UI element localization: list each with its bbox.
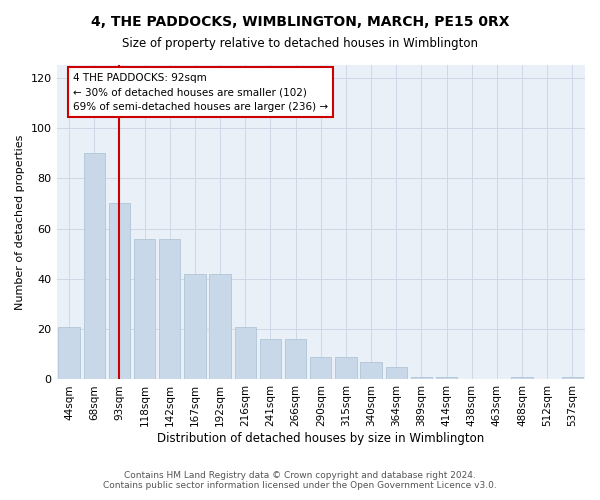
Text: 4 THE PADDOCKS: 92sqm
← 30% of detached houses are smaller (102)
69% of semi-det: 4 THE PADDOCKS: 92sqm ← 30% of detached …: [73, 72, 328, 112]
Bar: [285, 339, 307, 380]
Bar: [511, 377, 533, 380]
Bar: [260, 339, 281, 380]
Bar: [134, 238, 155, 380]
Bar: [436, 377, 457, 380]
Bar: [109, 204, 130, 380]
Bar: [159, 238, 181, 380]
Bar: [562, 377, 583, 380]
Text: Contains HM Land Registry data © Crown copyright and database right 2024.
Contai: Contains HM Land Registry data © Crown c…: [103, 470, 497, 490]
Text: Size of property relative to detached houses in Wimblington: Size of property relative to detached ho…: [122, 38, 478, 51]
Y-axis label: Number of detached properties: Number of detached properties: [15, 134, 25, 310]
Bar: [386, 367, 407, 380]
X-axis label: Distribution of detached houses by size in Wimblington: Distribution of detached houses by size …: [157, 432, 484, 445]
Bar: [209, 274, 231, 380]
Bar: [235, 326, 256, 380]
Bar: [361, 362, 382, 380]
Text: 4, THE PADDOCKS, WIMBLINGTON, MARCH, PE15 0RX: 4, THE PADDOCKS, WIMBLINGTON, MARCH, PE1…: [91, 15, 509, 29]
Bar: [83, 153, 105, 380]
Bar: [184, 274, 206, 380]
Bar: [58, 326, 80, 380]
Bar: [411, 377, 432, 380]
Bar: [310, 357, 331, 380]
Bar: [335, 357, 356, 380]
